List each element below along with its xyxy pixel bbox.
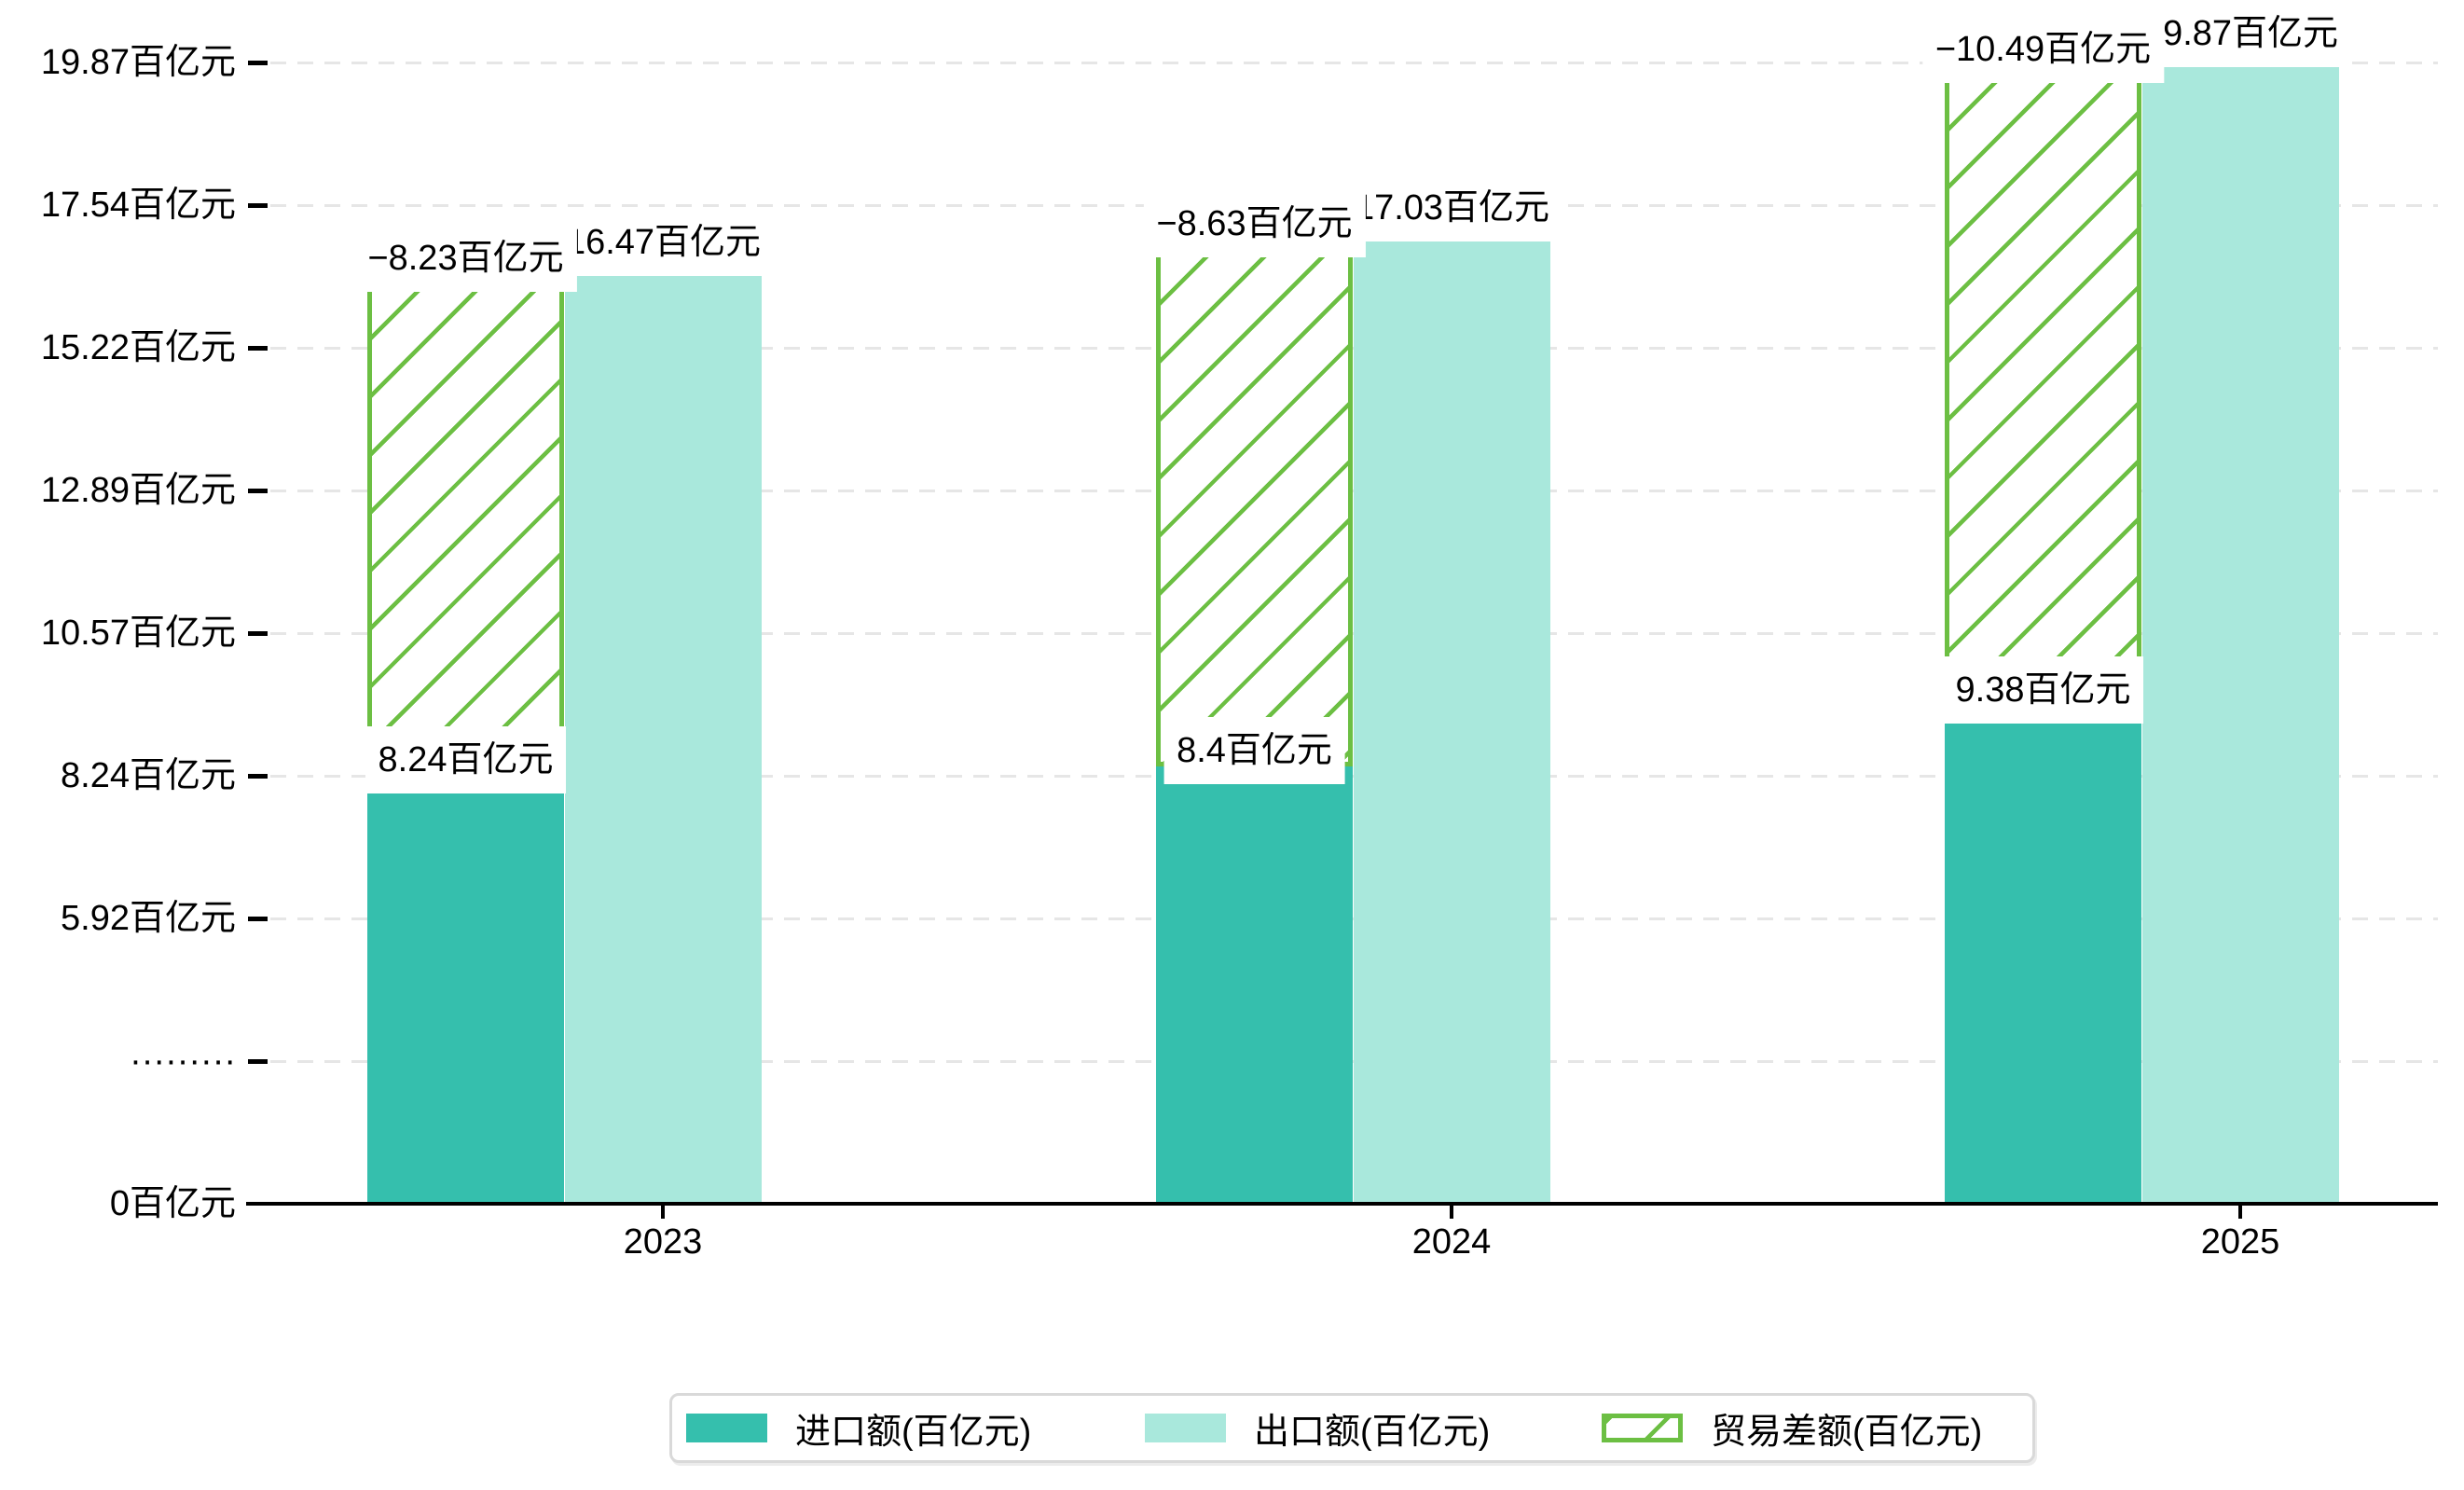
y-axis-tick <box>248 917 268 921</box>
bar-import-2023 <box>367 776 564 1202</box>
bar-balance-2025 <box>1945 62 2141 707</box>
y-axis-tick <box>248 346 268 351</box>
y-axis-tick <box>248 203 268 208</box>
import-swatch-icon <box>686 1414 767 1442</box>
legend-item-balance: 贸易差额(百亿元) <box>1602 1396 1982 1460</box>
balance-hatch-swatch-icon <box>1602 1414 1683 1442</box>
x-axis-label-2025: 2025 <box>2200 1222 2280 1262</box>
legend-item-import: 进口额(百亿元) <box>686 1396 1031 1460</box>
data-label-balance-2024: −8.63百亿元 <box>1143 189 1366 257</box>
x-axis-tick <box>661 1204 665 1219</box>
y-axis-tick <box>248 1059 268 1064</box>
y-axis-label: 12.89百亿元 <box>40 471 236 510</box>
data-label-balance-2025: −10.49百亿元 <box>1921 16 2165 83</box>
y-axis-label: 10.57百亿元 <box>40 614 236 653</box>
y-axis-label: 17.54百亿元 <box>40 186 236 225</box>
legend-item-export: 出口额(百亿元) <box>1145 1396 1490 1460</box>
bar-export-2025 <box>2142 62 2339 1202</box>
x-axis-tick <box>1450 1204 1453 1219</box>
export-swatch-icon <box>1145 1414 1226 1442</box>
legend-label-balance: 贸易差额(百亿元) <box>1711 1413 1983 1452</box>
legend: 进口额(百亿元) 出口额(百亿元) 贸易差额(百亿元) <box>669 1393 2035 1463</box>
data-label-import-2024: 8.4百亿元 <box>1163 716 1345 784</box>
y-axis-label: 0百亿元 <box>109 1184 236 1223</box>
legend-label-import: 进口额(百亿元) <box>795 1413 1032 1452</box>
bar-balance-2024 <box>1156 236 1353 766</box>
y-axis-label: 15.22百亿元 <box>40 328 236 367</box>
y-axis-label: 19.87百亿元 <box>40 43 236 82</box>
y-axis-tick <box>248 631 268 636</box>
x-axis-label-2024: 2024 <box>1411 1222 1492 1262</box>
gridline <box>270 62 2438 64</box>
bar-export-2023 <box>565 270 762 1202</box>
y-axis-tick <box>248 489 268 493</box>
y-axis-label: ········· <box>130 1042 236 1081</box>
x-axis-tick <box>2238 1204 2242 1219</box>
data-label-import-2023: 8.24百亿元 <box>365 726 567 794</box>
data-label-balance-2023: −8.23百亿元 <box>354 224 577 292</box>
legend-label-export: 出口额(百亿元) <box>1254 1413 1491 1452</box>
bar-import-2025 <box>1945 706 2141 1202</box>
y-axis-tick <box>248 774 268 779</box>
bar-balance-2023 <box>367 270 564 777</box>
y-axis-tick <box>248 61 268 65</box>
y-axis-label: 5.92百亿元 <box>61 899 236 938</box>
bar-import-2024 <box>1156 766 1353 1202</box>
x-axis-line <box>246 1202 2438 1206</box>
data-label-export-2025: 19.87百亿元 <box>2129 0 2352 67</box>
data-label-export-2023: 16.47百亿元 <box>552 208 775 276</box>
x-axis-label-2023: 2023 <box>623 1222 703 1262</box>
y-axis-label: 8.24百亿元 <box>61 756 236 795</box>
data-label-export-2024: 17.03百亿元 <box>1341 173 1563 241</box>
bar-export-2024 <box>1354 236 1550 1202</box>
data-label-import-2025: 9.38百亿元 <box>1942 656 2144 724</box>
